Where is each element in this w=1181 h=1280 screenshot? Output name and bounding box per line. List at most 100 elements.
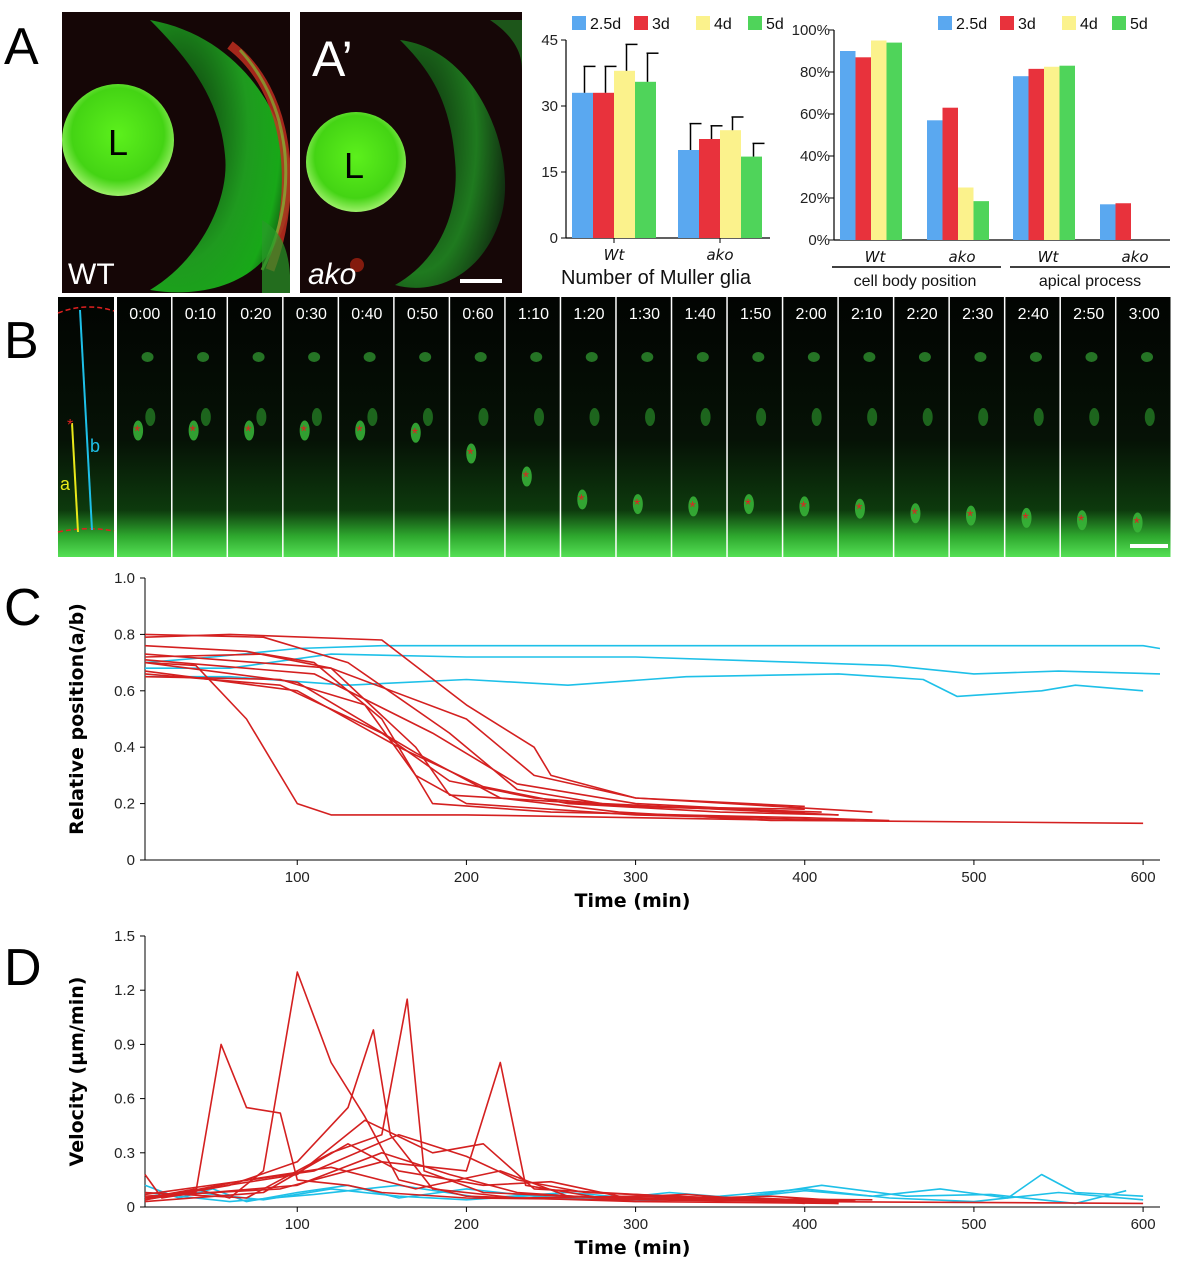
cell-blob bbox=[474, 352, 487, 362]
migrating-cell bbox=[632, 494, 643, 515]
timelapse-frame bbox=[450, 297, 505, 557]
series-line-cyan-1 bbox=[145, 653, 1160, 675]
cell-blob bbox=[252, 352, 265, 362]
cell-blob bbox=[478, 408, 489, 426]
cell-blob bbox=[863, 352, 876, 362]
legend-swatch bbox=[748, 16, 762, 30]
migrating-cell bbox=[1077, 510, 1088, 531]
cell-blob bbox=[145, 408, 156, 426]
series-line-red-3 bbox=[144, 1043, 1144, 1205]
star-marker: * bbox=[967, 509, 973, 526]
series-line-red-12 bbox=[144, 659, 805, 813]
cell-blob bbox=[363, 352, 376, 362]
star-marker: * bbox=[578, 493, 584, 510]
bar-2.5d-ako bbox=[678, 150, 699, 238]
cell-blob bbox=[978, 408, 989, 426]
cell-blob bbox=[530, 352, 543, 362]
legend-label: 3d bbox=[652, 16, 670, 33]
frame-time-label: 1:40 bbox=[684, 306, 715, 323]
x-tick-label: 100 bbox=[285, 869, 310, 886]
wt-lens bbox=[62, 84, 174, 196]
frame-time-label: 2:00 bbox=[796, 306, 827, 323]
series-line-red-13 bbox=[144, 653, 805, 808]
star-marker: * bbox=[190, 424, 196, 441]
series-line-red-6 bbox=[144, 998, 805, 1203]
legend-swatch bbox=[1000, 16, 1014, 30]
x-tick-label: 400 bbox=[792, 1216, 817, 1233]
x-tick-label: 100 bbox=[285, 1216, 310, 1233]
bar-2.5d-Wt bbox=[572, 92, 593, 238]
cell-blob bbox=[811, 408, 822, 426]
category-label: ako bbox=[706, 246, 733, 264]
star-marker: * bbox=[856, 502, 862, 519]
migrating-cell bbox=[688, 496, 699, 517]
bar-2.5d-Wt-0 bbox=[840, 51, 856, 240]
cell-blob bbox=[141, 352, 154, 362]
cell-blob bbox=[918, 352, 931, 362]
frame-time-label: 2:40 bbox=[1018, 306, 1049, 323]
frame-time-label: 1:10 bbox=[518, 306, 549, 323]
cell-blob bbox=[200, 408, 211, 426]
series-line-red-10 bbox=[144, 670, 839, 816]
frame-time-label: 0:60 bbox=[462, 306, 493, 323]
cell-blob bbox=[922, 408, 933, 426]
migrating-cell bbox=[1021, 507, 1032, 528]
y-tick-label: 0.6 bbox=[114, 683, 135, 700]
legend-swatch bbox=[634, 16, 648, 30]
wt-lens-label: L bbox=[108, 122, 128, 163]
series-line-red-9 bbox=[144, 673, 822, 813]
cell-blob bbox=[311, 408, 322, 426]
series-line-cyan-2 bbox=[145, 673, 1144, 698]
cell-blob bbox=[974, 352, 987, 362]
timelapse-frame bbox=[616, 297, 671, 557]
y-tick-label: 1.5 bbox=[114, 928, 135, 945]
x-tick-label: 400 bbox=[792, 869, 817, 886]
x-axis-title: Time (min) bbox=[575, 1237, 691, 1259]
bar-3d-ako-3 bbox=[1115, 203, 1131, 240]
x-tick-label: 300 bbox=[623, 869, 648, 886]
star-marker: * bbox=[356, 424, 362, 441]
bar-4d-ako bbox=[720, 130, 741, 238]
timelapse-frame bbox=[838, 297, 893, 557]
frame-time-label: 1:50 bbox=[740, 306, 771, 323]
velocity-chart: 0 0.3 0.6 0.9 1.2 1.5 100 200 300 400 500 600 Time (… bbox=[66, 928, 1160, 1259]
bar-3d-ako bbox=[699, 139, 720, 238]
star-marker: * bbox=[523, 470, 529, 487]
y-tick-label: 0.3 bbox=[114, 1145, 135, 1162]
migrating-cell bbox=[410, 422, 421, 443]
star-marker: * bbox=[689, 499, 695, 516]
legend-label: 2.5d bbox=[956, 16, 987, 33]
bar-3d-Wt bbox=[593, 92, 614, 238]
timelapse-frame bbox=[283, 297, 338, 557]
star-marker: * bbox=[134, 424, 140, 441]
x-tick-label: 500 bbox=[961, 869, 986, 886]
migrating-cell bbox=[244, 420, 255, 441]
migrating-cell bbox=[910, 503, 921, 524]
position-percent-chart: 0% 20% 40% 60% 80% 100% Wt ako Wt ako cell body po… bbox=[792, 16, 1170, 290]
bar-2.5d-ako-1 bbox=[927, 120, 943, 240]
y-axis-title: Velocity (µm/min) bbox=[66, 977, 88, 1167]
timelapse-frame bbox=[894, 297, 949, 557]
x-tick-label: 600 bbox=[1131, 1216, 1156, 1233]
series-group bbox=[144, 971, 1144, 1205]
timelapse-frame bbox=[672, 297, 727, 557]
migrating-cell bbox=[466, 443, 477, 464]
cell-blob bbox=[641, 352, 654, 362]
migrating-cell bbox=[133, 420, 144, 441]
y-tick-label: 0 bbox=[550, 230, 558, 247]
legend-swatch bbox=[696, 16, 710, 30]
cell-blob bbox=[807, 352, 820, 362]
category-label: Wt bbox=[1038, 248, 1060, 266]
cell-blob bbox=[589, 408, 600, 426]
bar-3d-ako-1 bbox=[942, 107, 958, 240]
timelapse-frame bbox=[783, 297, 838, 557]
series-group bbox=[144, 633, 1160, 825]
scale-bar-b bbox=[1130, 544, 1168, 548]
cell-blob bbox=[197, 352, 210, 362]
cell-blob bbox=[1029, 352, 1042, 362]
ako-label: ako bbox=[308, 258, 356, 291]
cell-blob bbox=[867, 408, 878, 426]
timelapse-frame bbox=[1060, 297, 1115, 557]
x-tick-label: 200 bbox=[454, 1216, 479, 1233]
bar-5d-Wt-2 bbox=[1059, 65, 1075, 240]
